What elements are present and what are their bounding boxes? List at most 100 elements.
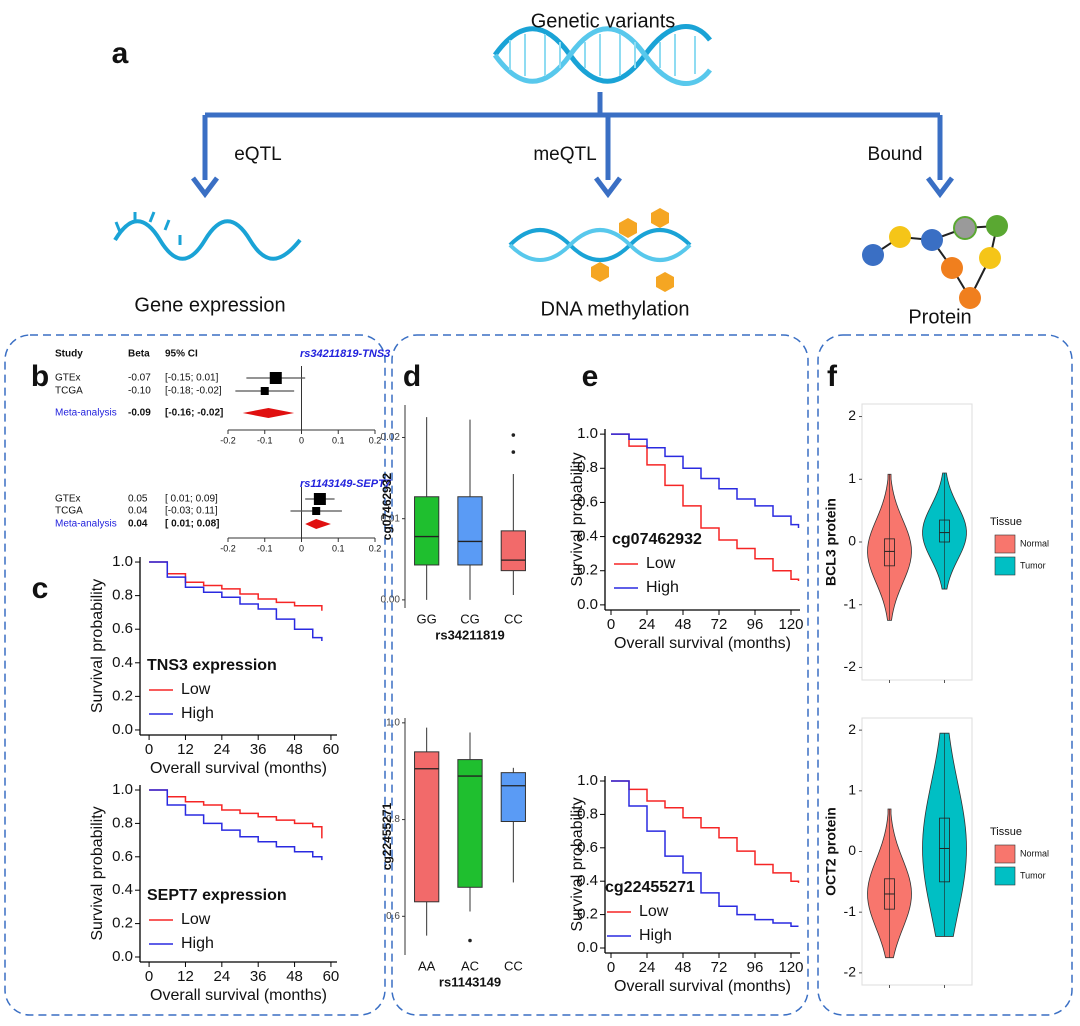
y-tick-label: 2	[848, 407, 856, 423]
ci-label: [-0.15; 0.01]	[165, 373, 219, 384]
outlier	[511, 450, 516, 454]
y-axis-label: Survival probability	[569, 797, 586, 931]
legend-title: cg22455271	[605, 879, 695, 896]
legend-key	[994, 534, 1016, 554]
residue	[959, 287, 981, 309]
y-tick-label: 0.02	[381, 432, 401, 443]
beta-label: 0.04	[128, 506, 148, 517]
diagram-title: Genetic variants	[531, 10, 676, 32]
panel-label: c	[32, 572, 49, 605]
survival-curve	[149, 789, 323, 861]
protein-icon	[862, 215, 1008, 309]
column-header: Study	[55, 349, 83, 360]
x-tick-label: 0	[299, 435, 304, 445]
x-tick-label: 36	[250, 968, 267, 985]
x-tick-label: 48	[286, 968, 303, 985]
y-axis-label: cg22455271	[380, 802, 394, 870]
edge-label: eQTL	[234, 144, 282, 165]
x-tick-label: 24	[639, 959, 656, 976]
y-tick-label: -2	[844, 964, 857, 980]
outlier	[468, 938, 472, 943]
panel-label: b	[31, 360, 49, 393]
legend-label: Low	[646, 555, 676, 572]
ci-label: [ 0.01; 0.09]	[165, 494, 218, 505]
y-tick-label: 0.6	[577, 493, 598, 510]
y-tick-label: 0.6	[577, 839, 598, 856]
methyl	[591, 262, 609, 282]
effect-square	[313, 493, 326, 505]
legend-label: Low	[181, 911, 211, 928]
x-tick-label: CG	[460, 611, 480, 626]
frame	[817, 334, 1073, 1016]
y-tick-label: 0.00	[381, 595, 401, 606]
x-tick-label: 0	[145, 968, 153, 985]
y-axis-label: Survival probability	[569, 452, 586, 586]
survival-curve	[611, 780, 799, 928]
x-tick-label: 120	[778, 616, 803, 633]
rna-ticks	[114, 211, 182, 245]
methyl	[651, 208, 669, 228]
rungs	[509, 34, 696, 76]
y-tick-label: 0.2	[577, 906, 598, 923]
x-tick-label: 60	[323, 968, 340, 985]
x-tick-label: 24	[639, 616, 656, 633]
legend-title: Tissue	[990, 516, 1022, 528]
frame	[391, 334, 809, 1016]
edge-label: Bound	[868, 144, 923, 165]
beta-label: 0.04	[128, 519, 148, 530]
x-tick-label: 48	[675, 616, 692, 633]
methyl-groups	[591, 208, 674, 292]
residue	[986, 215, 1008, 237]
y-tick-label: 0.0	[577, 939, 598, 956]
legend-title: SEPT7 expression	[147, 887, 287, 904]
beta-label: -0.07	[128, 373, 151, 384]
x-tick-label: -0.2	[220, 543, 236, 553]
strand	[508, 228, 692, 262]
y-axis-label: OCT2 protein	[823, 807, 839, 896]
residue	[862, 244, 884, 266]
x-axis-label: Overall survival (months)	[150, 987, 327, 1004]
legend-label: High	[181, 935, 214, 952]
y-tick-label: 0.01	[381, 513, 401, 524]
x-tick-label: 96	[747, 616, 764, 633]
y-tick-label: 0	[848, 533, 856, 549]
y-tick-label: 0.8	[577, 805, 598, 822]
x-tick-label: 0	[607, 959, 615, 976]
x-axis-label: Overall survival (months)	[614, 978, 791, 995]
helix	[492, 24, 712, 86]
panel-label: d	[403, 360, 421, 393]
x-tick-label: 96	[747, 959, 764, 976]
beta-label: -0.09	[128, 408, 151, 419]
node-label: DNA methylation	[541, 298, 690, 320]
methyl	[656, 272, 674, 292]
legend-title: Tissue	[990, 826, 1022, 838]
y-tick-label: 0.8	[577, 459, 598, 476]
box	[414, 496, 440, 566]
x-tick-label: -0.1	[257, 543, 273, 553]
survival-curve	[149, 561, 323, 611]
x-axis-label: Overall survival (months)	[150, 760, 327, 777]
forest-title: rs1143149-SEPT7	[300, 478, 392, 490]
x-tick-label: 12	[177, 968, 194, 985]
study-label: GTEx	[55, 373, 81, 384]
diagram: a Genetic variants eQTL meQTL Bound Gene…	[112, 10, 1008, 328]
y-axis-label: BCL3 protein	[823, 498, 839, 586]
survival-curve	[149, 561, 323, 641]
effect-square	[312, 507, 321, 515]
x-tick-label: 0	[145, 741, 153, 758]
y-tick-label: -2	[844, 658, 857, 674]
y-tick-label: 0.8	[112, 814, 133, 831]
panel-label: f	[827, 360, 838, 393]
ci-label: [-0.03; 0.11]	[165, 506, 218, 517]
box	[500, 772, 526, 823]
y-tick-label: 1.0	[577, 772, 598, 789]
arrows	[191, 92, 954, 199]
survival-curve	[149, 789, 323, 839]
y-tick-label: 0.4	[577, 528, 598, 545]
legend-title: TNS3 expression	[147, 657, 277, 674]
panel-label: e	[582, 360, 599, 393]
dna-icon	[508, 228, 692, 262]
outlier	[511, 433, 516, 437]
x-tick-label: 72	[711, 616, 728, 633]
